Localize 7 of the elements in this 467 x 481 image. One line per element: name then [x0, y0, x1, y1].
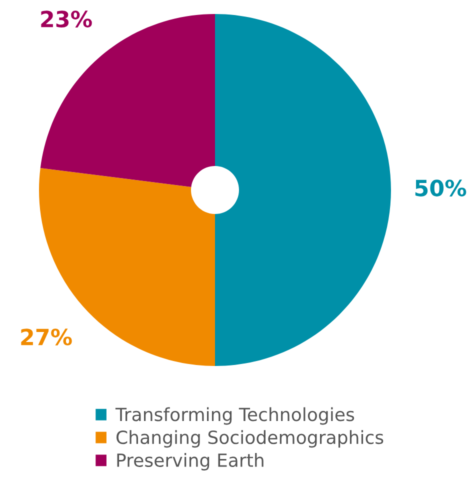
- legend-label: Preserving Earth: [117, 453, 264, 471]
- data-label: 23%: [41, 10, 92, 28]
- data-label: 27%: [21, 328, 72, 346]
- legend-label: Transforming Technologies: [115, 407, 354, 425]
- data-label: 50%: [415, 180, 466, 196]
- donut-slice: [215, 14, 391, 366]
- legend-label: Changing Sociodemographics: [116, 430, 384, 448]
